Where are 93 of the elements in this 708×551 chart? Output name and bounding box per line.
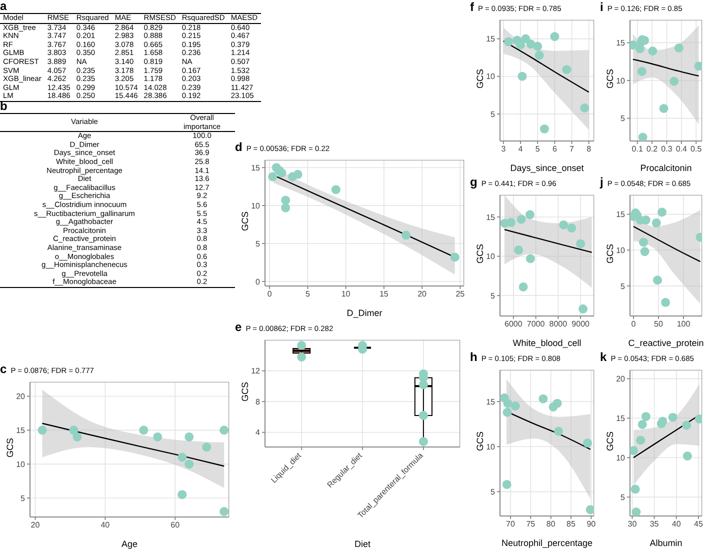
x-axis-title: Neutrophil_percentage — [501, 538, 593, 548]
y-axis-title: GCS — [605, 68, 616, 88]
x-tick-label: 0 — [631, 320, 636, 329]
y-tick-label: 10 — [616, 246, 626, 255]
text: e — [235, 320, 242, 334]
y-tick-label: 5 — [620, 492, 626, 502]
x-tick-label: 20 — [418, 290, 428, 299]
y-tick-label: 4 — [256, 428, 261, 438]
y-tick-label: 5 — [490, 488, 496, 497]
x-axis-title: Days_since_onset — [510, 163, 584, 173]
x-tick-label: 0.3 — [661, 144, 673, 154]
x-tick-label: 45 — [694, 520, 704, 529]
text: i — [600, 0, 604, 14]
x-tick-label: 75 — [526, 520, 536, 529]
x-tick-label: 70 — [506, 520, 516, 529]
y-tick-label: 15 — [616, 414, 626, 423]
y-tick-label: 15 — [616, 38, 626, 48]
y-tick-label: 10 — [616, 76, 626, 86]
y-tick-label: 10 — [486, 442, 496, 452]
x-tick-label: 8 — [586, 144, 592, 154]
x-axis-title: White_blood_cell — [512, 338, 582, 348]
text: j — [600, 175, 604, 189]
x-tick-label: 40 — [100, 520, 110, 530]
x-tick-label: 5 — [535, 144, 540, 154]
x-tick-label: 85 — [566, 520, 576, 529]
x-tick-label: 0 — [267, 290, 272, 299]
x-tick-label: 6 — [552, 144, 558, 154]
x-tick-label: 35 — [650, 520, 660, 529]
text: h — [470, 350, 478, 364]
y-axis-title: GCS — [475, 244, 486, 264]
y-tick-label: 15 — [251, 163, 261, 172]
x-axis-title: Albumin — [650, 538, 682, 548]
y-tick-label: 15 — [486, 212, 496, 222]
y-axis-title: GCS — [605, 244, 616, 264]
x-tick-label: 7 — [570, 144, 575, 154]
x-tick-label: 90 — [586, 520, 596, 529]
x-tick-label: 8000 — [549, 320, 568, 329]
x-tick-label: 0.1 — [632, 144, 644, 154]
text: c — [0, 362, 7, 376]
y-axis-title: GCS — [475, 431, 486, 451]
y-tick-label: 15 — [486, 397, 496, 406]
x-axis-title: Age — [121, 539, 138, 549]
text: a — [0, 0, 8, 13]
x-tick-label: 0.2 — [646, 144, 658, 154]
y-tick-label: 12 — [251, 366, 261, 376]
y-tick-label: 5 — [490, 110, 496, 119]
y-axis-title: GCS — [240, 382, 250, 402]
text: k — [600, 350, 607, 364]
y-tick-label: 15 — [16, 426, 26, 436]
y-tick-label: 20 — [616, 374, 626, 384]
x-tick-label: 15 — [379, 290, 389, 299]
y-axis-title: GCS — [5, 438, 16, 458]
x-tick-label: 10 — [341, 290, 351, 299]
y-axis-title: GCS — [475, 68, 486, 88]
x-tick-label: 3 — [501, 144, 506, 154]
x-axis-title: Diet — [354, 539, 371, 549]
y-tick-label: 15 — [616, 210, 626, 220]
x-axis-title: C_reactive_protein — [628, 338, 704, 348]
y-tick-label: 10 — [486, 252, 496, 262]
x-tick-label: 4 — [518, 144, 524, 154]
x-tick-label: 40 — [672, 520, 682, 529]
x-tick-label: 60 — [170, 520, 180, 530]
y-tick-label: 10 — [486, 72, 496, 82]
x-tick-label: 100 — [676, 320, 691, 329]
x-tick-label: 80 — [546, 520, 556, 529]
x-tick-label: 7000 — [526, 320, 546, 329]
y-axis-title: GCS — [605, 431, 616, 451]
text: g — [470, 175, 478, 189]
y-tick-label: 20 — [16, 392, 26, 402]
y-tick-label: 5 — [620, 282, 626, 291]
y-axis-title: GCS — [240, 211, 250, 231]
text: f — [470, 0, 474, 14]
y-tick-label: 5 — [20, 494, 26, 503]
x-tick-label: 0.4 — [676, 144, 688, 154]
y-tick-label: 5 — [256, 239, 261, 248]
x-axis-title: D_Dimer — [346, 308, 382, 318]
x-axis-title: Procalcitonin — [640, 163, 692, 173]
x-tick-label: 25 — [456, 290, 466, 299]
y-tick-label: 8 — [256, 397, 261, 406]
x-tick-label: 0.5 — [690, 144, 702, 154]
x-tick-label: 6000 — [504, 320, 523, 329]
text: d — [235, 140, 242, 154]
x-tick-label: 50 — [654, 320, 664, 329]
y-tick-label: 5 — [620, 114, 626, 124]
x-tick-label: 5 — [305, 290, 310, 299]
y-tick-label: 10 — [16, 460, 26, 469]
text: b — [0, 99, 8, 113]
y-tick-label: 10 — [251, 201, 261, 210]
x-tick-label: 20 — [30, 520, 40, 530]
y-tick-label: 0 — [256, 277, 261, 286]
y-tick-label: 15 — [486, 34, 496, 44]
x-tick-label: 30 — [628, 520, 638, 529]
x-tick-label: 9000 — [572, 320, 590, 329]
